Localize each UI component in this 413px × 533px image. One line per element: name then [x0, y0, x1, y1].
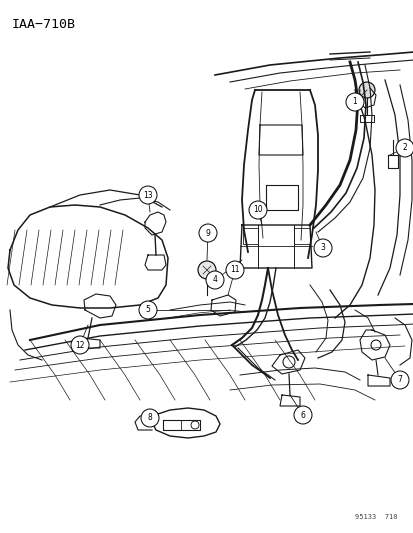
Circle shape — [248, 201, 266, 219]
Text: 8: 8 — [147, 414, 152, 423]
Text: 5: 5 — [145, 305, 150, 314]
Text: 4: 4 — [212, 276, 217, 285]
Text: 1: 1 — [352, 98, 356, 107]
Text: 6: 6 — [300, 410, 305, 419]
Text: IAA−710B: IAA−710B — [12, 18, 76, 31]
Text: 3: 3 — [320, 244, 325, 253]
Text: 11: 11 — [230, 265, 239, 274]
Circle shape — [293, 406, 311, 424]
Text: 13: 13 — [143, 190, 152, 199]
Circle shape — [139, 186, 157, 204]
Text: 9: 9 — [205, 229, 210, 238]
Circle shape — [199, 224, 216, 242]
Circle shape — [197, 261, 216, 279]
Text: 7: 7 — [396, 376, 401, 384]
Circle shape — [395, 139, 413, 157]
Circle shape — [390, 371, 408, 389]
Circle shape — [71, 336, 89, 354]
Circle shape — [313, 239, 331, 257]
Text: 10: 10 — [253, 206, 262, 214]
Circle shape — [225, 261, 243, 279]
Circle shape — [358, 82, 374, 98]
Circle shape — [206, 271, 223, 289]
Circle shape — [141, 409, 159, 427]
Circle shape — [139, 301, 157, 319]
Text: 12: 12 — [75, 341, 85, 350]
Circle shape — [345, 93, 363, 111]
Text: 95133  710: 95133 710 — [355, 514, 397, 520]
Text: 2: 2 — [402, 143, 406, 152]
